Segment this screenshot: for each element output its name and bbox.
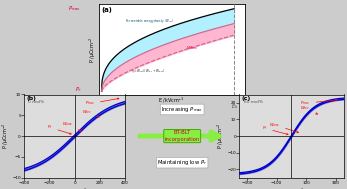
Text: $P_{max}$: $P_{max}$ (68, 4, 82, 13)
Y-axis label: P /μCcm$^{-2}$: P /μCcm$^{-2}$ (215, 123, 226, 149)
Text: $P_r$: $P_r$ (47, 124, 71, 134)
X-axis label: E /kVcm$^{-1}$: E /kVcm$^{-1}$ (278, 187, 305, 189)
Y-axis label: P /μCcm$^{-2}$: P /μCcm$^{-2}$ (0, 123, 11, 149)
Text: $E_b$: $E_b$ (230, 102, 238, 111)
X-axis label: E /kVcm$^{-1}$: E /kVcm$^{-1}$ (159, 96, 185, 105)
Text: $W_{loss}$: $W_{loss}$ (186, 44, 198, 52)
Text: $P_{max}$: $P_{max}$ (85, 98, 119, 108)
Text: $W_{rec}$: $W_{rec}$ (301, 105, 318, 114)
Text: BT-BLT
incorporation: BT-BLT incorporation (164, 130, 200, 142)
X-axis label: E /kVcm$^{-1}$: E /kVcm$^{-1}$ (61, 187, 88, 189)
Text: (a): (a) (102, 6, 113, 12)
Text: (b): (b) (26, 96, 36, 101)
Text: 60 mol%: 60 mol% (244, 100, 263, 104)
Text: $W_{rec}$: $W_{rec}$ (82, 108, 99, 117)
Y-axis label: P /μCcm$^{-2}$: P /μCcm$^{-2}$ (87, 36, 98, 63)
Text: $W_{loss}$: $W_{loss}$ (269, 121, 298, 133)
Text: Recoverable energy density ($W_{rec}$): Recoverable energy density ($W_{rec}$) (125, 17, 175, 25)
Text: $P_{max}$: $P_{max}$ (301, 99, 337, 107)
Text: $P_r$: $P_r$ (75, 85, 82, 94)
Text: $\eta = W_{rec}/(W_{rec}+W_{loss})$: $\eta = W_{rec}/(W_{rec}+W_{loss})$ (131, 67, 165, 75)
Text: (c): (c) (242, 96, 251, 101)
Text: $P_r$: $P_r$ (262, 124, 288, 135)
Text: Increasing $P_{max}$: Increasing $P_{max}$ (161, 105, 203, 114)
Text: 0 mol%: 0 mol% (28, 100, 44, 104)
Text: Maintaining low $P_r$: Maintaining low $P_r$ (157, 158, 207, 167)
Text: $W_{loss}$: $W_{loss}$ (62, 121, 82, 131)
